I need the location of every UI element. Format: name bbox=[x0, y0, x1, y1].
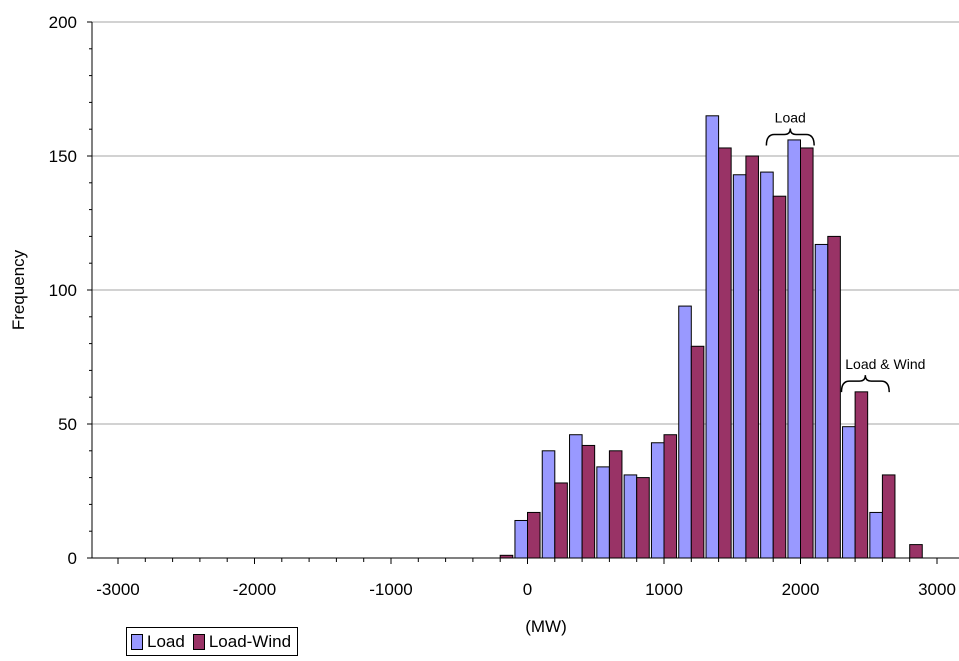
x-tick-label: -3000 bbox=[96, 580, 139, 599]
x-tick-label: -1000 bbox=[369, 580, 412, 599]
bar-load-wind bbox=[554, 482, 568, 559]
bar-load-wind bbox=[800, 147, 814, 559]
bar-load bbox=[569, 434, 583, 559]
bar-load-wind bbox=[636, 477, 650, 559]
bar-load-wind bbox=[745, 155, 759, 559]
bar-load bbox=[842, 426, 856, 559]
bar-load bbox=[596, 466, 610, 559]
bar-load-wind bbox=[608, 450, 623, 559]
annotation-brace bbox=[840, 375, 890, 393]
annotation-label: Load & Wind bbox=[845, 356, 925, 372]
y-tick-label: 200 bbox=[49, 13, 77, 32]
legend-item-load: Load bbox=[131, 632, 185, 652]
annotation-label: Load bbox=[775, 110, 806, 126]
legend-label-load-wind: Load-Wind bbox=[208, 631, 292, 651]
gridlines bbox=[92, 21, 959, 425]
y-axis-title: Frequency bbox=[9, 249, 28, 330]
bar-load-wind bbox=[881, 474, 896, 559]
x-tick-label: -2000 bbox=[233, 580, 276, 599]
bar-load bbox=[705, 115, 720, 559]
bar-load bbox=[732, 174, 747, 559]
bar-load bbox=[678, 305, 692, 559]
bars bbox=[499, 115, 923, 559]
bar-load-wind bbox=[527, 511, 541, 559]
legend: Load Load-Wind bbox=[126, 627, 299, 656]
x-tick-label: 0 bbox=[523, 580, 532, 599]
x-tick-label: 2000 bbox=[782, 580, 820, 599]
bar-load bbox=[514, 519, 529, 559]
annotation-brace bbox=[765, 128, 815, 146]
bar-load bbox=[869, 511, 883, 559]
legend-swatch-load bbox=[131, 633, 143, 650]
bar-load-wind bbox=[909, 544, 923, 559]
legend-label-load: Load bbox=[147, 631, 185, 651]
x-tick-label: 1000 bbox=[645, 580, 683, 599]
bar-load bbox=[623, 474, 638, 559]
bar-load-wind bbox=[690, 345, 705, 559]
bar-load bbox=[787, 139, 802, 559]
bar-load bbox=[760, 171, 774, 559]
legend-item-load-wind: Load-Wind bbox=[192, 631, 292, 652]
bar-load-wind bbox=[854, 391, 869, 559]
bar-load-wind bbox=[718, 147, 732, 559]
ticks: 0 50 100 150 200 -3000 -2000 -1000 0 1000 2000 3000 bbox=[49, 13, 956, 599]
bar-load-wind bbox=[663, 434, 678, 559]
bar-load bbox=[814, 243, 829, 559]
bar-load bbox=[541, 450, 556, 559]
y-tick-label: 50 bbox=[58, 415, 77, 434]
bar-load-wind bbox=[772, 195, 787, 559]
y-tick-label: 100 bbox=[49, 281, 77, 300]
legend-swatch-load-wind bbox=[192, 633, 205, 650]
x-tick-label: 3000 bbox=[918, 580, 956, 599]
bar-load-wind bbox=[581, 444, 596, 559]
x-axis-title: (MW) bbox=[525, 617, 567, 636]
bar-load-wind bbox=[827, 235, 841, 559]
y-tick-label: 150 bbox=[49, 147, 77, 166]
y-tick-label: 0 bbox=[68, 549, 77, 568]
annotations: Load Load & Wind bbox=[765, 110, 925, 393]
bar-load bbox=[650, 442, 665, 559]
